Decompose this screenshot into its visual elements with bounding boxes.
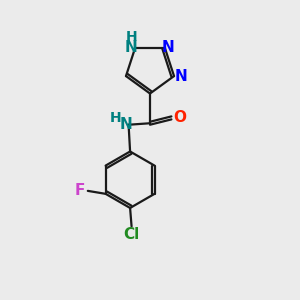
- Text: H: H: [125, 29, 137, 44]
- Text: N: N: [174, 69, 187, 84]
- Text: N: N: [125, 40, 138, 55]
- Text: Cl: Cl: [123, 227, 140, 242]
- Text: N: N: [162, 40, 175, 55]
- Text: F: F: [74, 183, 85, 198]
- Text: N: N: [120, 117, 133, 132]
- Text: H: H: [110, 111, 121, 125]
- Text: O: O: [173, 110, 186, 125]
